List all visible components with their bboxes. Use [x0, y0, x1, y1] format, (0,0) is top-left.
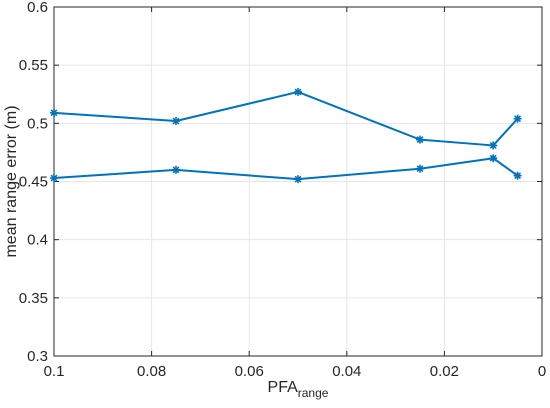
- data-point-marker: [489, 141, 498, 150]
- data-point-marker: [513, 114, 522, 123]
- data-point-marker: [50, 108, 58, 117]
- y-tick-label: 0.5: [27, 115, 48, 132]
- series-1: [50, 87, 522, 150]
- y-tick-label: 0.4: [27, 232, 48, 249]
- y-tick-label: 0.55: [19, 57, 48, 74]
- x-tick-labels: 0.1 0.08 0.06 0.04 0.02 0: [44, 363, 547, 380]
- data-point-marker: [513, 171, 522, 180]
- x-tick-label: 0.06: [235, 363, 264, 380]
- x-tick-label: 0.08: [137, 363, 166, 380]
- series-line: [53, 157, 519, 181]
- x-tick-label: 0.1: [44, 363, 65, 380]
- data-point-marker: [50, 174, 58, 183]
- y-axis-label: mean range error (m): [3, 105, 20, 257]
- y-tick-label: 0.35: [19, 290, 48, 307]
- data-point-marker: [294, 87, 302, 96]
- x-tick-label: 0.02: [430, 363, 459, 380]
- y-tick-label: 0.3: [27, 348, 48, 365]
- series-group: [50, 87, 522, 184]
- y-tick-label: 0.6: [27, 0, 48, 16]
- axis-ticks: [53, 6, 543, 357]
- y-tick-labels: 0.3 0.35 0.4 0.45 0.5 0.55 0.6: [19, 0, 48, 365]
- y-tick-label: 0.45: [19, 174, 48, 191]
- x-tick-label: 0: [538, 363, 546, 380]
- series-2: [50, 154, 522, 184]
- data-point-marker: [416, 164, 424, 173]
- series-line: [53, 90, 519, 147]
- data-point-marker: [172, 165, 180, 174]
- x-axis-label-main: PFA: [268, 379, 299, 396]
- data-point-marker: [489, 154, 498, 163]
- x-axis-label: PFArange: [268, 379, 329, 400]
- x-tick-label: 0.04: [332, 363, 361, 380]
- x-axis-label-subscript: range: [298, 386, 329, 400]
- data-point-marker: [294, 175, 302, 184]
- data-point-marker: [416, 135, 424, 144]
- data-point-marker: [172, 117, 180, 126]
